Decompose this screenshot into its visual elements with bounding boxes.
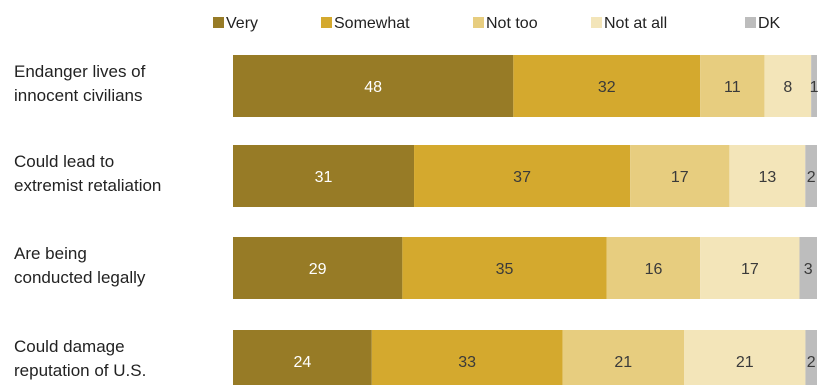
bar-not-at-all-row-4 — [684, 330, 806, 385]
bar-label-very-row-4: 24 — [293, 354, 311, 371]
bar-very-row-4 — [233, 330, 372, 385]
bar-label-not-too-row-3: 16 — [645, 261, 663, 278]
bar-label-dk-row-1: 1 — [810, 79, 819, 96]
bar-somewhat-row-4 — [371, 330, 563, 385]
bar-label-not-at-all-row-2: 13 — [758, 169, 776, 186]
bar-label-not-at-all-row-1: 8 — [783, 79, 792, 96]
category-label-3-line-2: conducted legally — [14, 268, 146, 287]
bar-label-very-row-1: 48 — [364, 79, 382, 96]
bar-label-not-too-row-1: 11 — [724, 79, 741, 96]
legend-label-not-at-all: Not at all — [604, 15, 667, 32]
bar-not-at-all-row-2 — [729, 145, 806, 207]
legend-label-dk: DK — [758, 15, 781, 32]
legend-swatch-not-at-all — [591, 17, 602, 28]
bar-dk-row-1 — [811, 55, 817, 117]
bar-somewhat-row-1 — [513, 55, 701, 117]
bar-very-row-1 — [233, 55, 514, 117]
bar-somewhat-row-3 — [402, 237, 607, 299]
bar-label-very-row-3: 29 — [309, 261, 327, 278]
bar-label-somewhat-row-1: 32 — [598, 79, 616, 96]
bar-dk-row-3 — [799, 237, 817, 299]
bar-not-too-row-2 — [630, 145, 730, 207]
legend: Very Somewhat Not too Not at all DK — [213, 15, 781, 32]
category-labels: Endanger lives of innocent civilians Could… — [14, 62, 161, 380]
bar-label-somewhat-row-4: 33 — [458, 354, 476, 371]
bar-label-somewhat-row-3: 35 — [496, 261, 514, 278]
bar-label-very-row-2: 31 — [315, 169, 333, 186]
bar-not-at-all-row-3 — [700, 237, 800, 299]
bars: 48 32 11 8 1 31 37 17 13 2 29 35 16 17 3 24 33 21 21 2 — [233, 55, 819, 385]
bar-label-dk-row-2: 2 — [807, 169, 816, 186]
legend-label-not-too: Not too — [486, 15, 538, 32]
legend-swatch-very — [213, 17, 224, 28]
legend-swatch-somewhat — [321, 17, 332, 28]
bar-not-too-row-4 — [562, 330, 685, 385]
bar-dk-row-4 — [805, 330, 817, 385]
legend-swatch-dk — [745, 17, 756, 28]
category-label-3-line-1: Are being — [14, 244, 87, 263]
category-label-4-line-1: Could damage — [14, 337, 125, 356]
bar-label-somewhat-row-2: 37 — [513, 169, 531, 186]
bar-label-dk-row-4: 2 — [807, 354, 816, 371]
bar-not-too-row-1 — [700, 55, 765, 117]
category-label-1-line-2: innocent civilians — [14, 86, 143, 105]
category-label-1-line-1: Endanger lives of — [14, 62, 146, 81]
category-label-4-line-2: reputation of U.S. — [14, 361, 146, 380]
bar-label-not-too-row-2: 17 — [671, 169, 689, 186]
bar-very-row-2 — [233, 145, 415, 207]
bar-label-not-at-all-row-4: 21 — [736, 354, 754, 371]
bar-label-dk-row-3: 3 — [804, 261, 813, 278]
category-label-2-line-1: Could lead to — [14, 152, 114, 171]
bar-not-too-row-3 — [606, 237, 701, 299]
bar-somewhat-row-2 — [414, 145, 631, 207]
bar-not-at-all-row-1 — [764, 55, 812, 117]
category-label-2-line-2: extremist retaliation — [14, 176, 161, 195]
bar-label-not-at-all-row-3: 17 — [741, 261, 759, 278]
legend-label-very: Very — [226, 15, 258, 32]
legend-swatch-not-too — [473, 17, 484, 28]
legend-label-somewhat: Somewhat — [334, 15, 410, 32]
bar-very-row-3 — [233, 237, 403, 299]
bar-dk-row-2 — [805, 145, 817, 207]
bar-label-not-too-row-4: 21 — [614, 354, 632, 371]
